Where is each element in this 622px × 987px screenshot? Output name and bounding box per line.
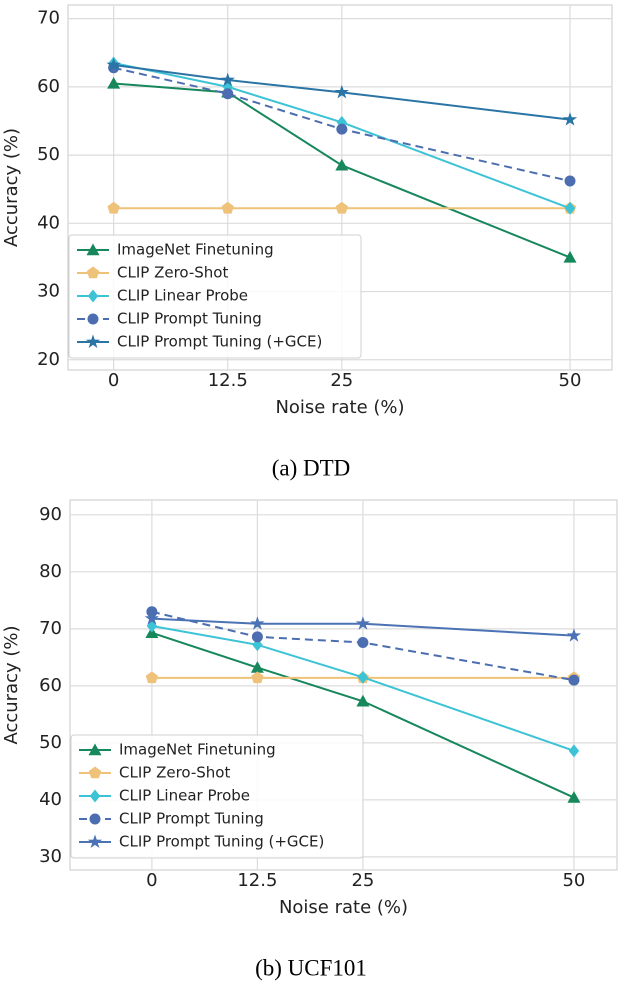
- series-line: [151, 617, 575, 637]
- marker: [568, 744, 580, 758]
- marker: [566, 628, 582, 642]
- marker: [334, 84, 349, 99]
- x-tick-label: 25: [351, 870, 374, 891]
- y-tick-label: 90: [39, 504, 62, 525]
- marker: [251, 631, 263, 643]
- y-tick-label: 30: [39, 846, 62, 867]
- x-tick-label: 50: [559, 370, 582, 391]
- marker: [106, 57, 121, 72]
- y-tick-label: 70: [37, 8, 60, 29]
- legend-marker: [88, 743, 102, 756]
- legend-marker: [87, 289, 99, 303]
- legend-label: CLIP Zero-Shot: [119, 764, 230, 782]
- marker: [356, 694, 370, 707]
- y-tick-label: 60: [39, 675, 62, 696]
- marker: [107, 76, 121, 89]
- marker: [564, 201, 576, 215]
- marker: [250, 661, 264, 673]
- marker: [222, 88, 234, 100]
- marker: [564, 175, 576, 187]
- y-tick-label: 50: [39, 732, 62, 753]
- legend-label: CLIP Prompt Tuning: [117, 310, 262, 328]
- marker: [335, 201, 349, 214]
- x-tick-label: 25: [330, 370, 353, 391]
- marker: [336, 123, 348, 135]
- legend-box: [68, 234, 362, 359]
- legend-label: CLIP Zero-Shot: [117, 264, 228, 282]
- caption: (a) DTD: [272, 455, 351, 480]
- marker: [221, 201, 234, 214]
- marker: [563, 250, 577, 263]
- y-tick-label: 70: [39, 618, 62, 639]
- y-tick-label: 30: [37, 281, 60, 302]
- legend-label: CLIP Linear Probe: [119, 787, 250, 805]
- y-axis-label: Accuracy (%): [1, 128, 22, 247]
- marker: [251, 671, 264, 684]
- x-tick-label: 50: [562, 870, 585, 891]
- y-tick-label: 20: [37, 349, 60, 370]
- series-line: [113, 64, 571, 121]
- marker: [357, 637, 369, 649]
- legend-marker: [87, 313, 99, 325]
- legend-marker: [85, 334, 101, 349]
- x-tick-label: 0: [146, 870, 157, 891]
- series-line: [151, 610, 575, 682]
- marker: [562, 112, 578, 126]
- x-tick-label: 12.5: [208, 370, 248, 391]
- caption: (b) UCF101: [255, 955, 367, 980]
- legend-marker: [89, 789, 101, 803]
- marker: [335, 158, 349, 171]
- y-tick-label: 80: [39, 561, 62, 582]
- y-tick-label: 40: [39, 789, 62, 810]
- legend-label: CLIP Linear Probe: [117, 287, 248, 305]
- series-line: [151, 625, 575, 752]
- x-axis-label: Noise rate (%): [279, 897, 408, 918]
- legend-marker: [86, 243, 100, 256]
- marker: [107, 201, 120, 214]
- marker: [220, 72, 235, 87]
- series-line: [113, 66, 571, 182]
- series-line: [113, 62, 571, 210]
- x-tick-label: 0: [108, 370, 119, 391]
- legend-label: CLIP Prompt Tuning: [119, 810, 264, 828]
- marker: [355, 616, 371, 630]
- legend-label: ImageNet Finetuning: [117, 241, 274, 259]
- y-tick-label: 40: [37, 212, 60, 233]
- legend-label: CLIP Prompt Tuning (+GCE): [117, 333, 322, 351]
- marker: [250, 616, 265, 630]
- x-axis-label: Noise rate (%): [275, 397, 404, 418]
- marker: [144, 611, 159, 625]
- series-line: [151, 631, 575, 799]
- legend-marker: [86, 266, 100, 279]
- marker: [567, 791, 581, 803]
- marker: [568, 674, 580, 686]
- y-tick-label: 50: [37, 144, 60, 165]
- marker: [357, 670, 369, 684]
- legend-label: CLIP Prompt Tuning (+GCE): [119, 833, 324, 851]
- y-axis-label: Accuracy (%): [1, 625, 22, 744]
- legend-label: ImageNet Finetuning: [119, 741, 276, 759]
- y-tick-label: 60: [37, 76, 60, 97]
- legend-marker: [87, 834, 103, 849]
- legend-box: [70, 734, 364, 859]
- x-tick-label: 12.5: [237, 870, 277, 891]
- legend-marker: [89, 813, 101, 825]
- marker: [145, 671, 159, 684]
- series-line: [113, 82, 571, 259]
- legend-marker: [88, 766, 102, 779]
